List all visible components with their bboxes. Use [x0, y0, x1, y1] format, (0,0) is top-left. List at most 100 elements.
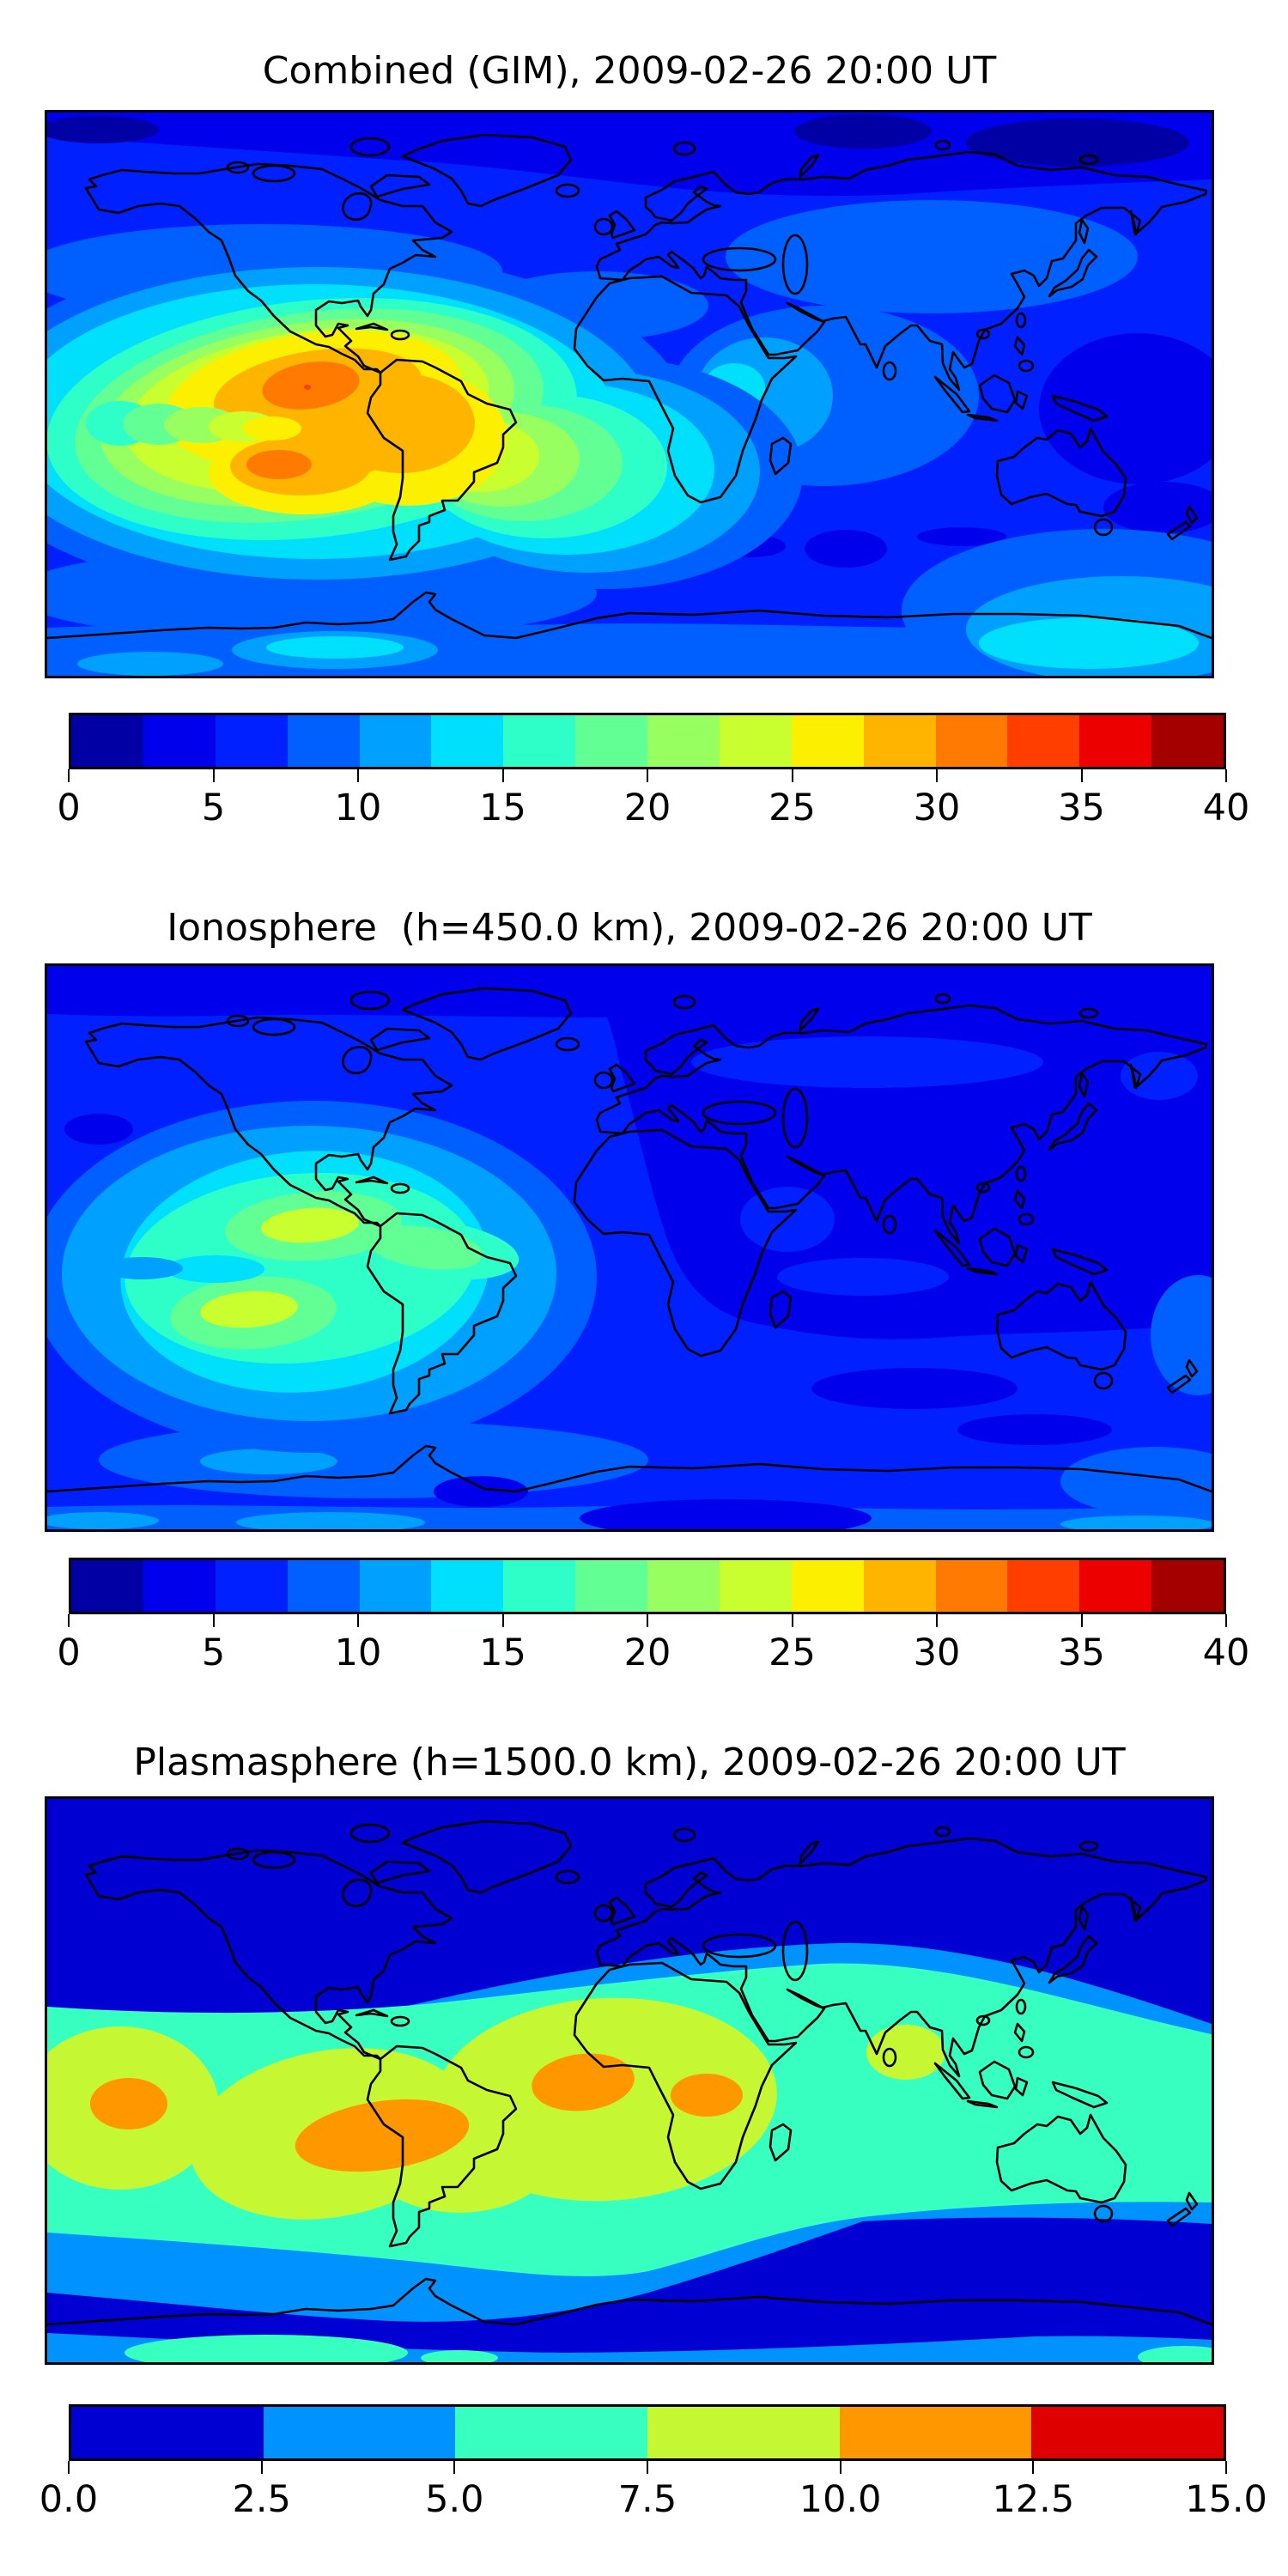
colorbar-tick — [1080, 1614, 1083, 1627]
colorbar-segment — [647, 1560, 720, 1612]
colorbar-tick-label: 15 — [479, 1631, 526, 1674]
colorbar-segment — [863, 715, 936, 767]
colorbar-tick-label: 12.5 — [992, 2478, 1075, 2521]
colorbar-tick — [68, 1614, 70, 1627]
colorbar-segment — [143, 715, 216, 767]
colorbar-tick — [212, 1614, 215, 1627]
colorbar-tick-label: 40 — [1202, 787, 1250, 829]
colorbar-segment — [503, 715, 576, 767]
colorbar-segment — [1151, 1560, 1224, 1612]
world-map-ionosphere — [47, 966, 1212, 1529]
colorbar-tick — [839, 2461, 841, 2474]
colorbar-tick-label: 35 — [1058, 787, 1105, 829]
colorbar-tick-label: 10 — [334, 787, 382, 829]
colorbar-segment — [791, 715, 864, 767]
colorbar-tick-label: 15 — [479, 787, 526, 829]
colorbar-tick — [647, 769, 648, 782]
colorbar-ticks: 0 5 10 15 20 25 30 35 40 — [57, 769, 1249, 843]
colorbar-segment — [791, 1560, 864, 1612]
colorbar-segment — [287, 1560, 360, 1612]
colorbar-ionosphere: 0 5 10 15 20 25 30 35 40 — [57, 1558, 1249, 1688]
colorbar-tick — [212, 769, 215, 782]
tec-contour-field — [47, 112, 1212, 676]
colorbar-tick — [1225, 769, 1227, 782]
colorbar-gradient — [69, 2404, 1226, 2461]
colorbar-tick-label: 7.5 — [617, 2478, 677, 2521]
colorbar-combined: 0 5 10 15 20 25 30 35 40 — [57, 713, 1249, 843]
colorbar-segment — [575, 715, 647, 767]
colorbar-gradient — [69, 1558, 1226, 1614]
colorbar-segment — [863, 1560, 936, 1612]
colorbar-segment — [575, 1560, 647, 1612]
panel-title-plasmasphere: Plasmasphere (h=1500.0 km), 2009-02-26 2… — [133, 1741, 1126, 1784]
colorbar-segment — [71, 1560, 143, 1612]
colorbar-tick-label: 10 — [334, 1631, 382, 1674]
colorbar-tick — [501, 769, 504, 782]
colorbar-segment — [143, 1560, 216, 1612]
colorbar-segment — [1007, 715, 1080, 767]
map-ionosphere — [45, 963, 1214, 1532]
colorbar-tick-label: 15.0 — [1185, 2478, 1267, 2521]
colorbar-tick — [1080, 769, 1083, 782]
colorbar-tick — [357, 1614, 359, 1627]
colorbar-tick — [68, 2461, 70, 2474]
colorbar-tick — [791, 769, 793, 782]
colorbar-tick — [791, 1614, 793, 1627]
colorbar-segment — [719, 715, 792, 767]
colorbar-tick-label: 40 — [1202, 1631, 1250, 1674]
world-map-combined — [47, 112, 1212, 676]
colorbar-segment — [455, 2407, 648, 2458]
colorbar-segment — [287, 715, 360, 767]
colorbar-plasmasphere: 0.0 2.5 5.0 7.5 10.0 12.5 15.0 — [39, 2404, 1267, 2535]
colorbar-tick — [501, 1614, 504, 1627]
colorbar-tick-label: 5 — [201, 1631, 226, 1674]
colorbar-segment — [935, 715, 1008, 767]
colorbar-tick-label: 25 — [769, 1631, 816, 1674]
colorbar-tick — [68, 769, 70, 782]
colorbar-tick-label: 0.0 — [39, 2478, 99, 2521]
colorbar-tick — [260, 2461, 263, 2474]
colorbar-tick — [357, 769, 359, 782]
colorbar-segment — [359, 715, 432, 767]
colorbar-segment — [839, 2407, 1032, 2458]
colorbar-segment — [431, 1560, 504, 1612]
colorbar-segment — [647, 715, 720, 767]
colorbar-tick — [647, 2461, 648, 2474]
colorbar-tick — [647, 1614, 648, 1627]
colorbar-segment — [431, 715, 504, 767]
colorbar-ticks: 0.0 2.5 5.0 7.5 10.0 12.5 15.0 — [39, 2461, 1267, 2535]
colorbar-segment — [1079, 715, 1152, 767]
colorbar-tick — [936, 1614, 938, 1627]
colorbar-segment — [503, 1560, 576, 1612]
colorbar-tick-label: 25 — [769, 787, 816, 829]
colorbar-tick — [936, 769, 938, 782]
colorbar-tick-label: 10.0 — [799, 2478, 882, 2521]
colorbar-segment — [359, 1560, 432, 1612]
tec-contour-field — [47, 966, 1212, 1529]
panel-title-ionosphere: Ionosphere (h=450.0 km), 2009-02-26 20:0… — [167, 906, 1092, 950]
colorbar-tick-label: 20 — [623, 1631, 671, 1674]
colorbar-gradient — [69, 713, 1226, 769]
colorbar-tick-label: 0 — [57, 1631, 81, 1674]
colorbar-tick-label: 5 — [201, 787, 226, 829]
colorbar-tick-label: 30 — [913, 787, 961, 829]
colorbar-tick-label: 2.5 — [232, 2478, 291, 2521]
colorbar-tick-label: 0 — [57, 787, 81, 829]
colorbar-segment — [647, 2407, 840, 2458]
colorbar-tick — [1225, 2461, 1227, 2474]
colorbar-tick-label: 5.0 — [425, 2478, 484, 2521]
colorbar-segment — [1079, 1560, 1152, 1612]
colorbar-segment — [935, 1560, 1008, 1612]
colorbar-segment — [1031, 2407, 1224, 2458]
world-map-plasmasphere — [47, 1799, 1212, 2362]
colorbar-segment — [263, 2407, 456, 2458]
colorbar-segment — [719, 1560, 792, 1612]
colorbar-segment — [1151, 715, 1224, 767]
map-combined — [45, 110, 1214, 678]
colorbar-segment — [71, 715, 143, 767]
colorbar-tick-label: 35 — [1058, 1631, 1105, 1674]
colorbar-segment — [71, 2407, 264, 2458]
panel-title-combined: Combined (GIM), 2009-02-26 20:00 UT — [262, 49, 997, 93]
map-plasmasphere — [45, 1796, 1214, 2365]
